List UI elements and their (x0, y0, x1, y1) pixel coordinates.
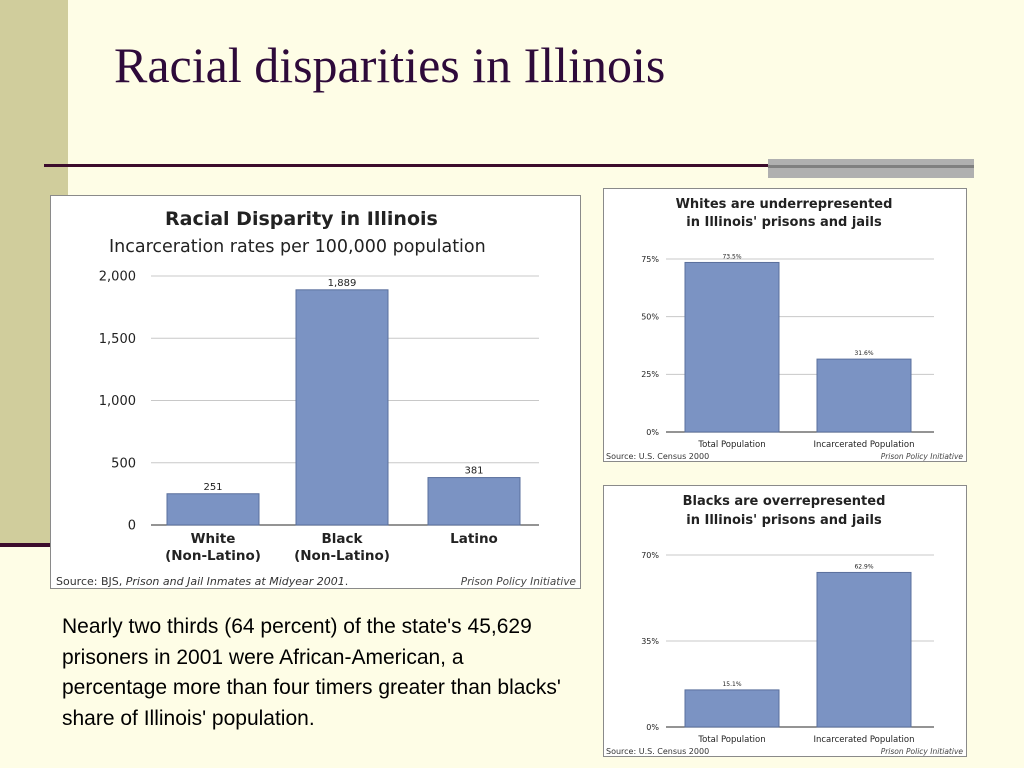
x-tick-sublabel: (Non-Latino) (294, 548, 390, 564)
chart-source: Source: U.S. Census 2000 (606, 747, 709, 756)
chart-title-line-2: in Illinois' prisons and jails (686, 215, 882, 230)
chart-incarceration-rates: Racial Disparity in Illinois Incarcerati… (50, 195, 581, 589)
bar (166, 493, 260, 526)
data-label: 62.9% (854, 563, 873, 570)
chart-source: Source: BJS, Prison and Jail Inmates at … (56, 575, 348, 588)
y-tick-label: 70% (641, 551, 659, 560)
x-tick-label: Black (321, 531, 363, 547)
x-tick-label: Latino (450, 531, 498, 547)
title-underline (44, 164, 769, 167)
chart-title-line-1: Whites are underrepresented (676, 197, 893, 212)
x-tick-label: White (191, 531, 236, 547)
left-accent-rule (0, 543, 52, 547)
chart-incarceration-rates-svg: Racial Disparity in Illinois Incarcerati… (56, 208, 576, 588)
bar (295, 289, 389, 526)
x-tick-label: Total Population (697, 735, 765, 745)
chart-title-line-2: in Illinois' prisons and jails (686, 513, 882, 528)
chart-credit: Prison Policy Initiative (881, 452, 964, 461)
slide-body-text: Nearly two thirds (64 percent) of the st… (62, 615, 561, 730)
data-label: 381 (464, 466, 483, 477)
y-tick-label: 2,000 (99, 270, 136, 285)
chart-credit: Prison Policy Initiative (881, 747, 964, 756)
y-tick-label: 0% (646, 723, 659, 732)
y-tick-label: 25% (641, 370, 659, 379)
chart-source: Source: U.S. Census 2000 (606, 452, 709, 461)
data-label: 73.5% (722, 253, 741, 260)
y-tick-label: 0 (128, 519, 136, 534)
data-label: 15.1% (722, 681, 741, 688)
x-tick-sublabel: (Non-Latino) (165, 548, 261, 564)
slide-title: Racial disparities in Illinois (114, 37, 666, 93)
data-label: 251 (203, 482, 222, 493)
y-tick-label: 1,500 (99, 332, 136, 347)
bar (816, 571, 912, 728)
y-tick-label: 500 (111, 456, 136, 471)
chart-whites-underrepresented-svg: Whites are underrepresented in Illinois'… (606, 197, 964, 461)
y-tick-label: 0% (646, 428, 659, 437)
bar (816, 358, 912, 433)
bar (684, 689, 780, 728)
chart-title: Racial Disparity in Illinois (165, 208, 438, 230)
chart-blacks-overrepresented: Blacks are overrepresented in Illinois' … (603, 485, 967, 757)
y-tick-label: 75% (641, 255, 659, 264)
y-tick-label: 50% (641, 312, 659, 321)
bar (684, 261, 780, 433)
x-tick-label: Incarcerated Population (813, 735, 914, 745)
title-accent-bar (768, 159, 974, 178)
chart-credit: Prison Policy Initiative (461, 576, 576, 588)
x-tick-label: Total Population (697, 440, 765, 450)
bar (427, 477, 521, 526)
chart-title-line-1: Blacks are overrepresented (683, 494, 886, 509)
y-tick-label: 1,000 (99, 394, 136, 409)
x-tick-label: Incarcerated Population (813, 440, 914, 450)
title-accent-bar-line (768, 165, 974, 168)
data-label: 1,889 (328, 278, 357, 289)
chart-whites-underrepresented: Whites are underrepresented in Illinois'… (603, 188, 967, 462)
y-tick-label: 35% (641, 637, 659, 646)
chart-subtitle: Incarceration rates per 100,000 populati… (109, 237, 486, 257)
data-label: 31.6% (854, 350, 873, 357)
chart-blacks-overrepresented-svg: Blacks are overrepresented in Illinois' … (606, 494, 964, 756)
